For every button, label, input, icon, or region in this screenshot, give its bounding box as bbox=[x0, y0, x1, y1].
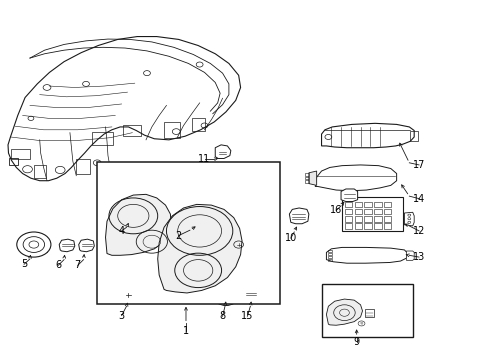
Bar bbox=[354, 209, 361, 215]
Bar bbox=[126, 300, 131, 303]
Bar bbox=[354, 216, 361, 222]
Text: 8: 8 bbox=[219, 311, 225, 321]
Bar bbox=[409, 131, 417, 141]
Bar bbox=[328, 253, 331, 255]
Bar bbox=[76, 159, 90, 174]
Bar bbox=[354, 224, 361, 229]
Text: 13: 13 bbox=[412, 252, 425, 262]
Text: 10: 10 bbox=[284, 233, 296, 243]
Circle shape bbox=[17, 232, 51, 257]
Circle shape bbox=[122, 290, 135, 300]
Polygon shape bbox=[406, 251, 413, 260]
Text: 11: 11 bbox=[198, 154, 210, 164]
Bar bbox=[305, 180, 308, 183]
Polygon shape bbox=[289, 208, 308, 224]
Bar bbox=[365, 309, 373, 317]
Text: 12: 12 bbox=[412, 226, 425, 236]
Text: 2: 2 bbox=[175, 231, 182, 240]
Bar bbox=[344, 202, 351, 207]
Bar bbox=[328, 250, 331, 252]
Polygon shape bbox=[125, 211, 139, 221]
Text: 17: 17 bbox=[412, 160, 425, 170]
Bar bbox=[163, 122, 179, 138]
Bar bbox=[373, 224, 381, 229]
Polygon shape bbox=[215, 145, 230, 158]
Bar bbox=[11, 149, 30, 159]
Text: 15: 15 bbox=[241, 311, 253, 321]
Text: 7: 7 bbox=[75, 260, 81, 270]
Bar bbox=[364, 209, 371, 215]
Text: 9: 9 bbox=[353, 337, 359, 347]
Bar bbox=[9, 158, 18, 165]
Text: 14: 14 bbox=[412, 194, 425, 204]
Bar bbox=[383, 202, 390, 207]
Polygon shape bbox=[105, 194, 171, 255]
Polygon shape bbox=[79, 239, 94, 252]
Bar bbox=[383, 216, 390, 222]
Bar bbox=[373, 216, 381, 222]
Bar bbox=[133, 204, 141, 210]
Polygon shape bbox=[8, 37, 240, 181]
Bar bbox=[373, 209, 381, 215]
Polygon shape bbox=[326, 299, 362, 325]
Bar bbox=[328, 256, 331, 258]
Bar bbox=[92, 132, 113, 145]
Bar bbox=[305, 177, 308, 179]
Bar bbox=[383, 224, 390, 229]
Bar bbox=[321, 284, 412, 337]
Bar bbox=[34, 165, 46, 178]
Bar bbox=[341, 197, 402, 231]
Polygon shape bbox=[326, 247, 407, 263]
Bar bbox=[97, 162, 280, 304]
Bar bbox=[328, 259, 331, 261]
Polygon shape bbox=[404, 212, 413, 226]
Text: 5: 5 bbox=[21, 259, 27, 269]
Bar bbox=[305, 173, 308, 176]
Polygon shape bbox=[340, 189, 357, 202]
Text: 6: 6 bbox=[55, 260, 61, 270]
Bar bbox=[373, 202, 381, 207]
Bar bbox=[344, 209, 351, 215]
Circle shape bbox=[213, 288, 238, 306]
Text: 3: 3 bbox=[118, 311, 124, 320]
Bar bbox=[122, 126, 141, 136]
Polygon shape bbox=[315, 165, 396, 191]
Bar bbox=[244, 284, 258, 288]
Bar bbox=[364, 216, 371, 222]
Bar bbox=[21, 237, 46, 252]
Bar bbox=[191, 118, 205, 131]
Polygon shape bbox=[243, 288, 259, 301]
Polygon shape bbox=[59, 239, 75, 252]
Text: 1: 1 bbox=[183, 326, 189, 336]
Text: 4: 4 bbox=[118, 226, 124, 236]
Bar bbox=[344, 224, 351, 229]
Polygon shape bbox=[158, 204, 242, 293]
Polygon shape bbox=[321, 123, 413, 148]
Bar bbox=[354, 202, 361, 207]
Bar bbox=[220, 281, 231, 288]
Bar bbox=[364, 202, 371, 207]
Text: 16: 16 bbox=[329, 206, 342, 216]
Bar bbox=[364, 224, 371, 229]
Bar bbox=[344, 216, 351, 222]
Polygon shape bbox=[308, 171, 316, 185]
Bar bbox=[383, 209, 390, 215]
